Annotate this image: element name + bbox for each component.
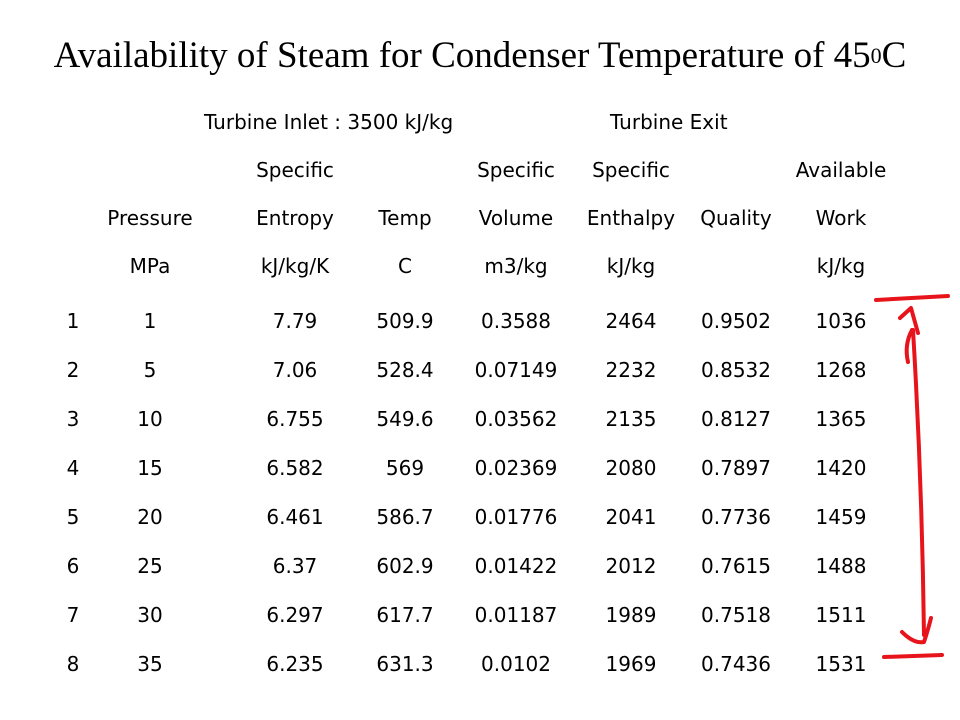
cell-work: 1511 [815, 603, 867, 627]
cell-pressure: 10 [137, 407, 163, 431]
cell-pressure: 20 [137, 505, 163, 529]
cell-enthalpy: 2080 [605, 456, 657, 480]
cell-volume: 0.3588 [481, 309, 551, 333]
annotation-vertical-line [911, 328, 926, 637]
cell-temp: 549.6 [376, 407, 434, 431]
cell-row-num: 6 [66, 554, 80, 578]
cell-volume: 0.0102 [481, 652, 551, 676]
header-temp: C [398, 254, 412, 278]
cell-quality: 0.9502 [701, 309, 771, 333]
cell-quality: 0.7436 [701, 652, 771, 676]
header-enthalpy: kJ/kg [606, 254, 656, 278]
cell-temp: 509.9 [376, 309, 434, 333]
cell-volume: 0.01776 [474, 505, 558, 529]
cell-volume: 0.02369 [474, 456, 558, 480]
cell-volume: 0.03562 [474, 407, 558, 431]
cell-work: 1459 [815, 505, 867, 529]
cell-row-num: 2 [66, 358, 80, 382]
header-work: Work [815, 206, 867, 230]
cell-quality: 0.7897 [701, 456, 771, 480]
cell-temp: 617.7 [376, 603, 434, 627]
cell-entropy: 6.582 [266, 456, 324, 480]
cell-pressure: 25 [137, 554, 163, 578]
cell-volume: 0.01422 [474, 554, 558, 578]
cell-work: 1365 [815, 407, 867, 431]
cell-entropy: 6.235 [266, 652, 324, 676]
cell-enthalpy: 2232 [605, 358, 657, 382]
cell-work: 1268 [815, 358, 867, 382]
header-volume: Specific [477, 158, 555, 182]
annotation-top-bar [874, 294, 950, 302]
header-temp: Temp [378, 206, 432, 230]
annotation-bottom-bar [882, 653, 944, 659]
cell-row-num: 4 [66, 456, 80, 480]
cell-pressure: 15 [137, 456, 163, 480]
cell-row-num: 1 [66, 309, 80, 333]
cell-enthalpy: 2012 [605, 554, 657, 578]
cell-entropy: 6.461 [266, 505, 324, 529]
cell-entropy: 6.37 [272, 554, 318, 578]
cell-quality: 0.8532 [701, 358, 771, 382]
cell-quality: 0.7736 [701, 505, 771, 529]
header-entropy: kJ/kg/K [260, 254, 330, 278]
cell-temp: 569 [385, 456, 425, 480]
cell-temp: 528.4 [376, 358, 434, 382]
page-title: Availability of Steam for Condenser Temp… [53, 35, 907, 76]
cell-quality: 0.7615 [701, 554, 771, 578]
header-volume: m3/kg [484, 254, 548, 278]
cell-work: 1488 [815, 554, 867, 578]
header-pressure: MPa [129, 254, 171, 278]
cell-enthalpy: 2135 [605, 407, 657, 431]
cell-quality: 0.7518 [701, 603, 771, 627]
cell-pressure: 30 [137, 603, 163, 627]
annotation-top-tick [904, 328, 914, 364]
annotation-top-arrowhead [898, 306, 920, 335]
cell-enthalpy: 1969 [605, 652, 657, 676]
header-entropy: Entropy [256, 206, 334, 230]
cell-work: 1036 [815, 309, 867, 333]
header-work: kJ/kg [816, 254, 866, 278]
cell-row-num: 5 [66, 505, 80, 529]
cell-pressure: 35 [137, 652, 163, 676]
cell-enthalpy: 2464 [605, 309, 657, 333]
cell-work: 1531 [815, 652, 867, 676]
header-enthalpy: Enthalpy [586, 206, 676, 230]
cell-enthalpy: 2041 [605, 505, 657, 529]
header-quality: Quality [700, 206, 772, 230]
turbine-inlet-label: Turbine Inlet : 3500 kJ/kg [204, 110, 454, 134]
cell-work: 1420 [815, 456, 867, 480]
cell-entropy: 7.79 [272, 309, 318, 333]
header-enthalpy: Specific [592, 158, 670, 182]
turbine-exit-label: Turbine Exit [610, 110, 728, 134]
cell-row-num: 7 [66, 603, 80, 627]
annotation-bottom-arrowhead [900, 616, 933, 645]
cell-pressure: 1 [143, 309, 157, 333]
cell-row-num: 3 [66, 407, 80, 431]
header-work: Available [795, 158, 887, 182]
header-pressure: Pressure [107, 206, 193, 230]
header-entropy: Specific [256, 158, 334, 182]
cell-volume: 0.07149 [474, 358, 558, 382]
cell-entropy: 6.755 [266, 407, 324, 431]
cell-temp: 602.9 [376, 554, 434, 578]
cell-enthalpy: 1989 [605, 603, 657, 627]
cell-entropy: 7.06 [272, 358, 318, 382]
cell-temp: 631.3 [376, 652, 434, 676]
cell-row-num: 8 [66, 652, 80, 676]
cell-entropy: 6.297 [266, 603, 324, 627]
cell-pressure: 5 [143, 358, 157, 382]
cell-volume: 0.01187 [474, 603, 558, 627]
header-volume: Volume [478, 206, 554, 230]
cell-temp: 586.7 [376, 505, 434, 529]
cell-quality: 0.8127 [701, 407, 771, 431]
